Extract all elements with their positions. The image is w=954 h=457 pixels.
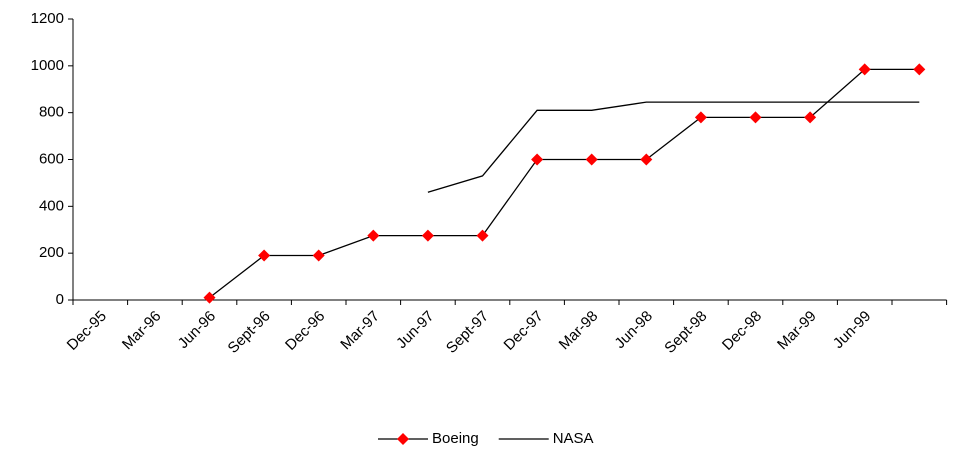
y-tick-label: 1000 (31, 57, 64, 74)
point (476, 229, 489, 242)
y-tick-label: 200 (39, 244, 64, 261)
y-tick-label: 1200 (31, 10, 64, 27)
x-tick-label: Mar-97 (337, 308, 383, 354)
point (749, 111, 762, 124)
x-tick-label: Jun-98 (611, 308, 655, 352)
point (531, 153, 544, 166)
x-tick-label: Dec-98 (719, 308, 765, 354)
y-tick-label: 800 (39, 104, 64, 121)
x-tick-label: Jun-96 (175, 308, 219, 352)
x-tick-label: Sept-97 (443, 308, 492, 357)
point (858, 63, 871, 76)
x-tick-label: Dec-95 (64, 308, 110, 354)
point (203, 291, 216, 304)
series-line (209, 68, 920, 299)
x-tick-label: Dec-97 (501, 308, 547, 354)
x-tick-label: Jun-99 (830, 308, 874, 352)
y-tick-label: 0 (56, 291, 64, 308)
point (421, 229, 434, 242)
x-tick-label: Mar-98 (556, 308, 602, 354)
legend-label: NASA (553, 430, 594, 447)
point (694, 111, 707, 124)
x-tick-label: Mar-99 (774, 308, 820, 354)
y-tick-label: 400 (39, 197, 64, 214)
point (258, 249, 271, 262)
x-tick-label: Jun-97 (393, 308, 437, 352)
legend-marker (397, 433, 409, 445)
y-tick-label: 600 (39, 150, 64, 167)
x-tick-label: Sept-96 (225, 308, 274, 357)
point (312, 249, 325, 262)
point (585, 153, 598, 166)
x-tick-label: Mar-96 (119, 308, 165, 354)
legend-label: Boeing (432, 430, 479, 447)
x-tick-label: Sept-98 (661, 308, 710, 357)
point (367, 229, 380, 242)
point (913, 63, 926, 76)
x-tick-label: Dec-96 (282, 308, 328, 354)
point (640, 153, 653, 166)
point (804, 111, 817, 124)
series-line (427, 101, 920, 193)
